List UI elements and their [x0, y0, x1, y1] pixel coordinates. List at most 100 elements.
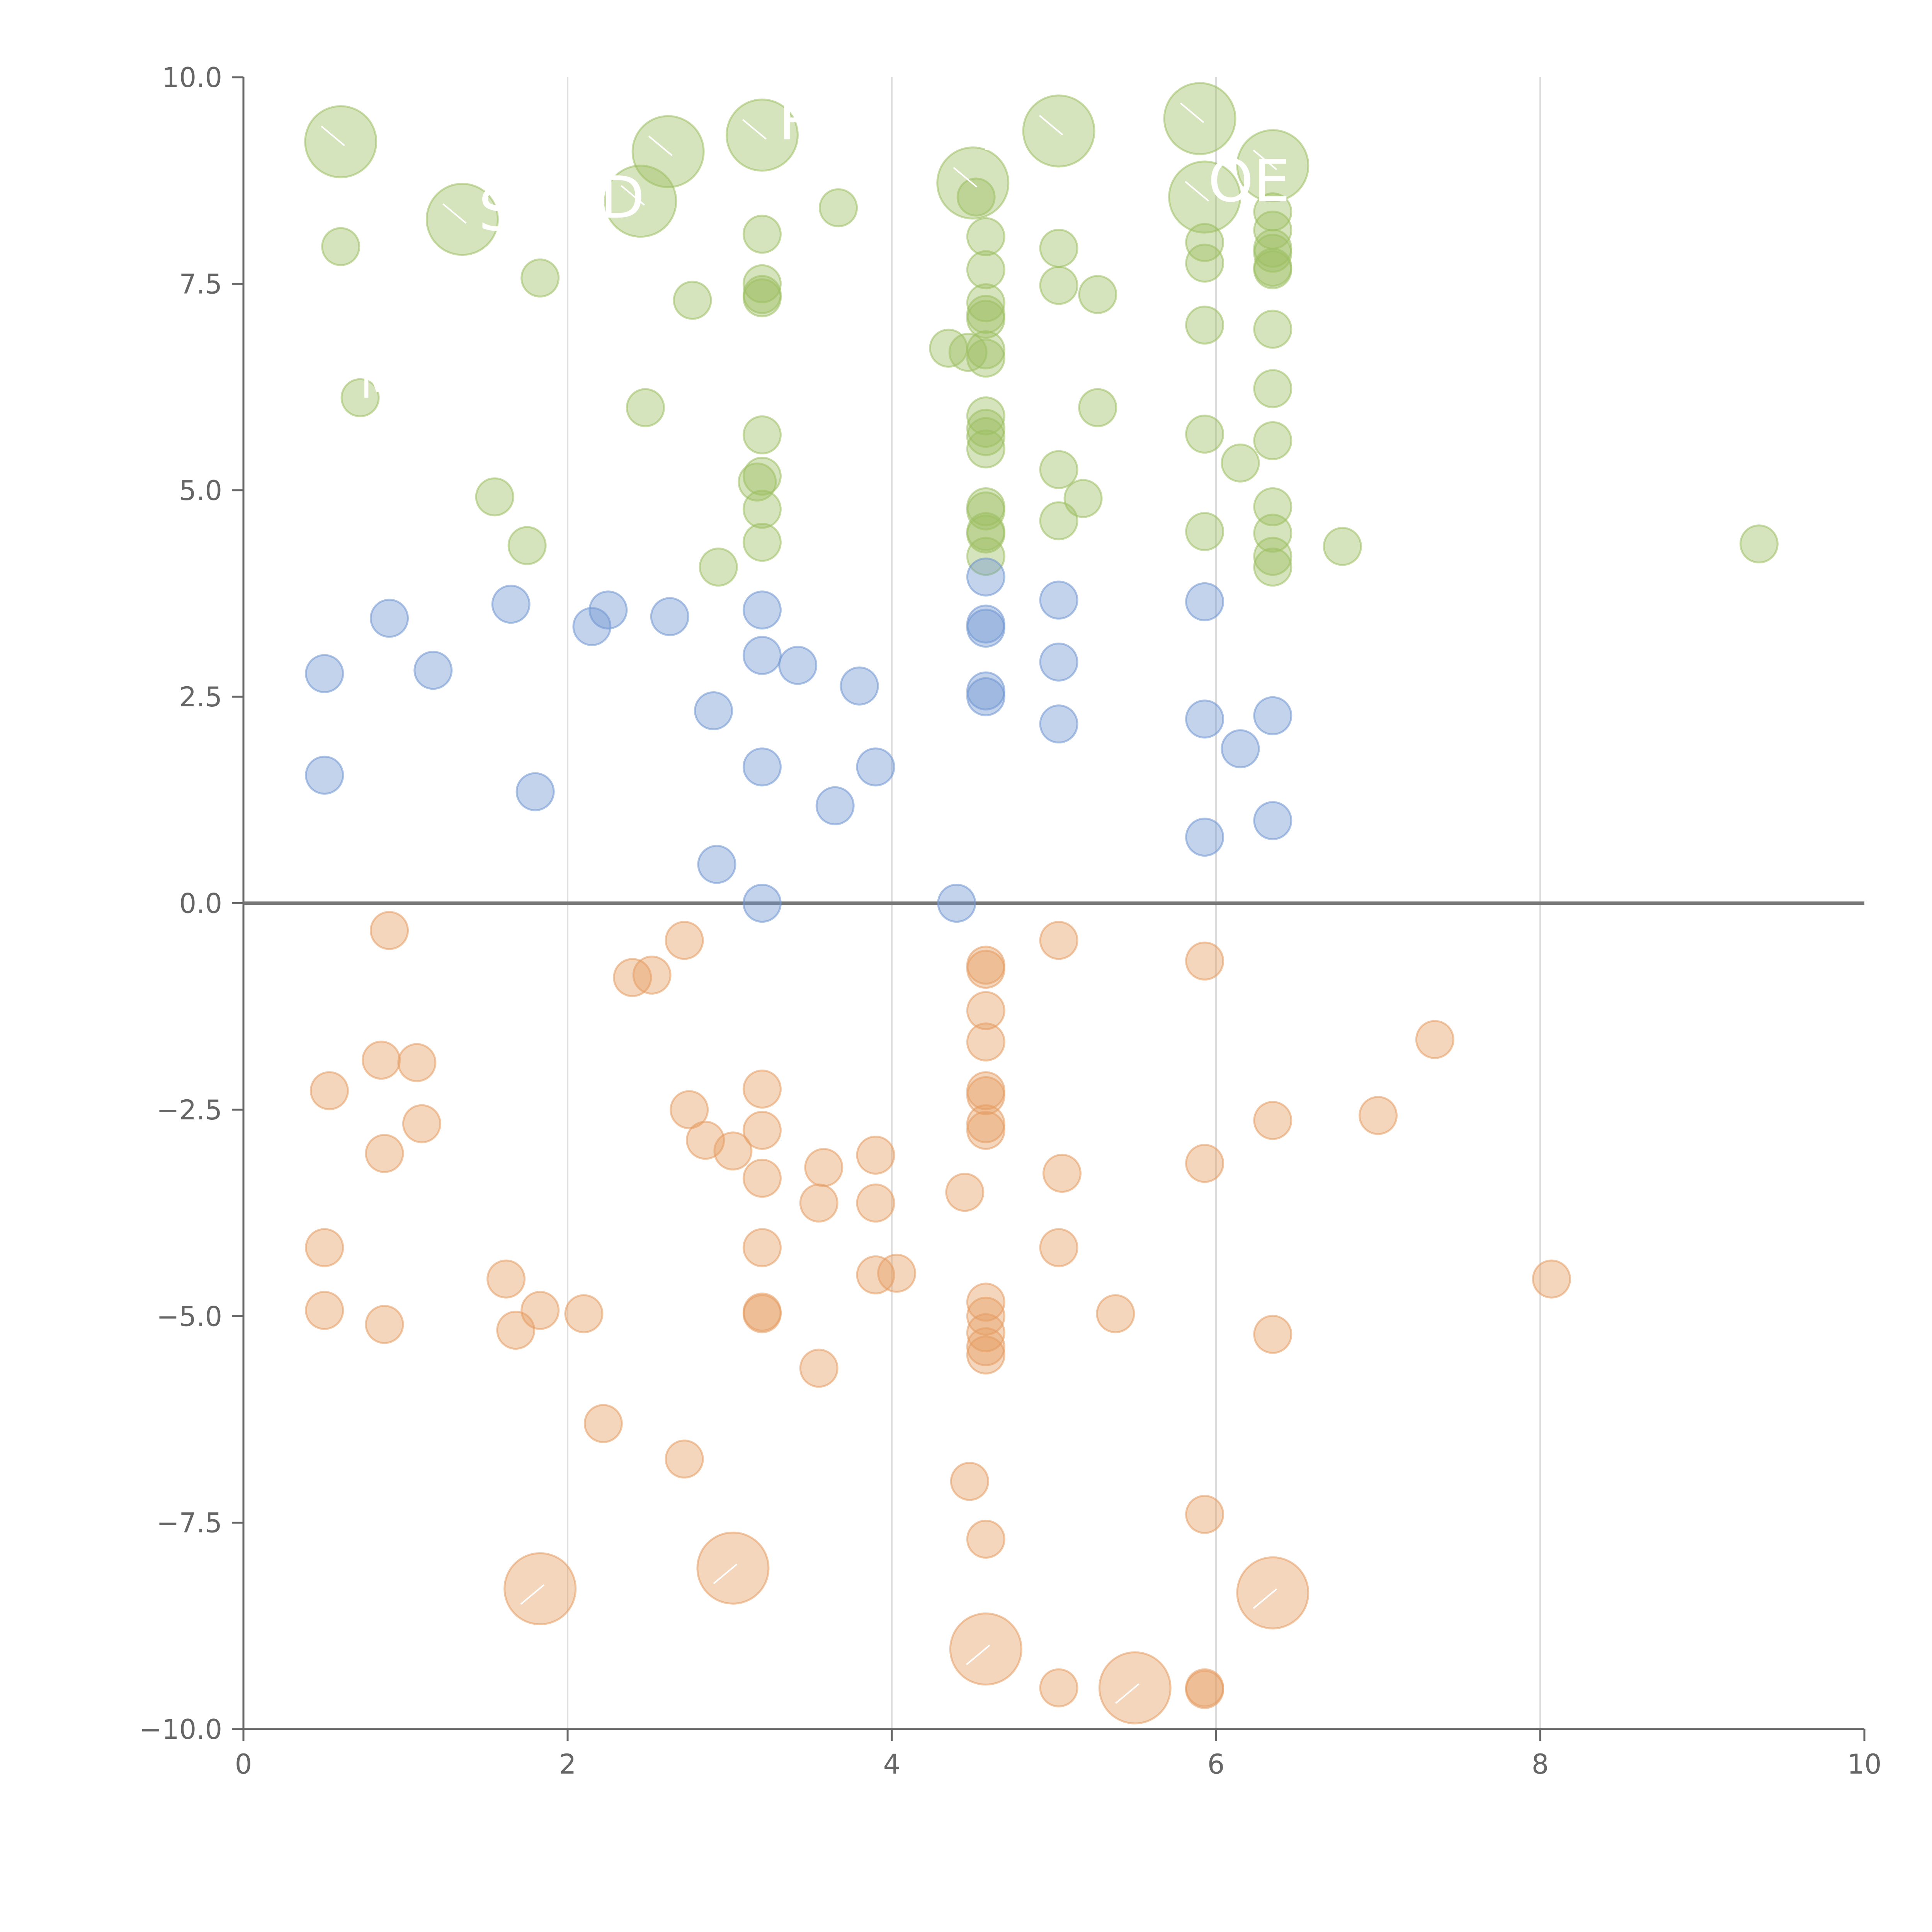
data-point	[1185, 243, 1225, 283]
annotation-label: S	[478, 177, 515, 244]
leader-line	[1253, 150, 1277, 170]
data-point	[966, 950, 1005, 989]
data-point	[520, 1291, 560, 1330]
data-point	[966, 557, 1005, 597]
leader-line	[1039, 115, 1063, 136]
data-point	[588, 590, 628, 630]
leader-line	[742, 119, 767, 140]
x-tick-label: 6	[1208, 1748, 1225, 1780]
data-point	[799, 1183, 838, 1223]
data-point	[877, 1253, 917, 1293]
data-point	[699, 548, 738, 587]
data-point	[365, 1134, 404, 1173]
data-point	[1185, 699, 1225, 739]
leader-line	[1180, 102, 1204, 123]
data-point	[856, 747, 895, 787]
y-tick-label: −5.0	[156, 1301, 222, 1332]
data-point	[1253, 369, 1293, 408]
data-point	[966, 1519, 1005, 1559]
data-point	[742, 884, 782, 923]
data-point	[370, 599, 409, 638]
y-tick-label: 2.5	[179, 681, 222, 713]
data-point	[670, 1090, 709, 1129]
data-point	[520, 258, 560, 298]
data-point	[1039, 642, 1078, 682]
data-point	[305, 654, 344, 693]
data-point	[626, 388, 665, 427]
y-tick-label: 5.0	[179, 475, 222, 507]
y-tick-label: 0.0	[179, 888, 222, 920]
leader-line	[966, 1645, 990, 1665]
data-point	[966, 677, 1005, 716]
leader-line	[1185, 181, 1209, 202]
data-point	[1221, 443, 1260, 483]
data-point	[966, 299, 1005, 339]
data-point	[1039, 501, 1078, 541]
data-point	[362, 1041, 401, 1080]
data-point	[937, 884, 976, 923]
data-point	[1532, 1259, 1571, 1299]
annotations: S D PSF M OE MI	[321, 86, 1290, 1704]
data-point	[1253, 696, 1293, 735]
x-tick-label: 0	[235, 1748, 252, 1780]
data-points	[304, 82, 1779, 1725]
data-point	[1253, 421, 1293, 460]
x-tick-label: 4	[883, 1748, 901, 1780]
data-point	[697, 845, 736, 884]
data-point	[1253, 310, 1293, 349]
data-point	[742, 456, 782, 496]
y-tick-label: 7.5	[179, 268, 222, 300]
data-point	[966, 1111, 1005, 1150]
annotation-label: M	[981, 111, 1018, 160]
data-point	[1039, 1228, 1078, 1267]
leader-line	[520, 1584, 544, 1605]
data-point	[572, 607, 612, 646]
data-point	[665, 1439, 704, 1479]
data-point	[650, 597, 689, 636]
data-point	[613, 958, 652, 997]
annotation-label: D	[600, 164, 645, 231]
data-point	[310, 1071, 349, 1111]
leader-line	[1253, 1588, 1277, 1609]
data-point	[742, 522, 782, 562]
data-point	[819, 188, 858, 228]
data-point	[1039, 704, 1078, 744]
data-point	[742, 264, 782, 303]
data-point	[1253, 537, 1293, 576]
data-point	[1039, 228, 1078, 268]
data-point	[804, 1148, 844, 1187]
y-tick-label: −10.0	[139, 1714, 222, 1745]
data-point	[486, 1259, 526, 1299]
data-point	[632, 955, 672, 995]
data-point	[742, 1158, 782, 1198]
data-point	[365, 1305, 404, 1344]
data-point	[564, 1294, 604, 1333]
annotation-label: OE	[1208, 148, 1290, 215]
data-point	[475, 477, 514, 517]
data-point	[1039, 921, 1078, 960]
data-point	[799, 1349, 838, 1388]
data-point	[1253, 233, 1293, 273]
data-point	[742, 490, 782, 529]
data-point	[966, 491, 1005, 531]
data-point	[742, 747, 782, 787]
data-point	[1221, 729, 1260, 769]
data-point	[515, 772, 555, 811]
data-point	[1039, 580, 1078, 620]
data-point	[815, 786, 855, 825]
data-point	[966, 514, 1005, 554]
data-point	[1185, 941, 1225, 981]
data-point	[1185, 1144, 1225, 1183]
data-point	[694, 691, 733, 730]
data-point	[742, 1294, 782, 1333]
data-point	[742, 1111, 782, 1150]
data-point	[1185, 818, 1225, 857]
leader-line	[321, 126, 345, 146]
data-point	[966, 417, 1005, 456]
data-point	[966, 338, 1005, 378]
data-point	[856, 1183, 895, 1223]
data-point	[305, 755, 344, 795]
data-point	[1039, 450, 1078, 489]
annotation-label: PSF	[778, 86, 883, 153]
